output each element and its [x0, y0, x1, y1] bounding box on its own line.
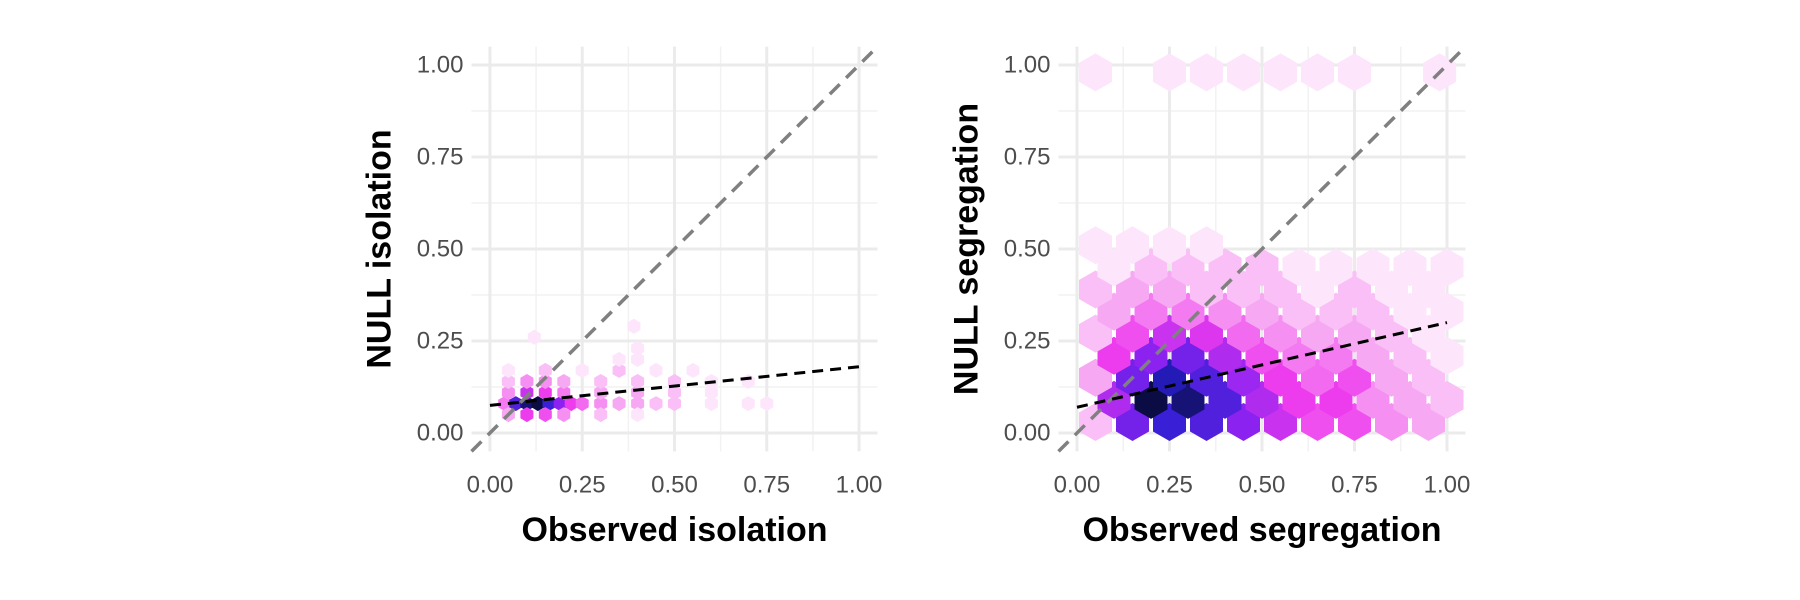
hex-bin [1116, 226, 1149, 265]
hex-bin [1319, 248, 1353, 287]
hex-bin [594, 374, 608, 389]
y-tick-label: 0.75 [417, 143, 464, 170]
hex-bin [627, 318, 641, 334]
y-tick-label: 0.00 [417, 419, 464, 446]
x-tick-label: 0.50 [651, 472, 698, 499]
y-axis-title: NULL isolation [360, 129, 398, 368]
hex-bin [1338, 53, 1371, 92]
hex-bin [520, 374, 534, 389]
x-tick-label: 0.00 [467, 472, 514, 499]
hex-bin [631, 396, 645, 412]
y-tick-label: 0.50 [1004, 235, 1051, 262]
hex-bin [704, 396, 718, 412]
hex-bin [501, 362, 515, 378]
x-axis-title: Observed segregation [1082, 511, 1441, 549]
hex-bin [538, 407, 552, 423]
hex-bin [1356, 248, 1390, 287]
hex-bin [760, 396, 774, 412]
hex-bin [649, 396, 663, 412]
hex-bin [631, 340, 645, 356]
hex-bin [538, 374, 552, 389]
hex-bin [594, 396, 608, 412]
hex-bin [612, 351, 626, 367]
hex-bin [1264, 53, 1297, 92]
hex-bin [1282, 248, 1316, 287]
y-tick-label: 0.00 [1004, 419, 1051, 446]
y-tick-label: 1.00 [1004, 51, 1051, 78]
hex-bin [704, 385, 718, 400]
y-tick-label: 1.00 [417, 51, 464, 78]
y-tick-label: 0.25 [1004, 327, 1051, 354]
hex-bin [557, 407, 571, 423]
hex-bin [686, 362, 700, 378]
hex-bin [1430, 248, 1464, 287]
y-tick-label: 0.75 [1004, 143, 1051, 170]
hexes [498, 318, 774, 423]
hex-bin [649, 362, 663, 378]
hex-bin [631, 407, 645, 423]
x-tick-label: 0.50 [1239, 472, 1286, 499]
hex-bin [520, 385, 534, 400]
hex-bin [612, 396, 626, 412]
hex-bin [501, 374, 515, 389]
x-tick-label: 0.75 [1331, 472, 1378, 499]
hex-bin [501, 385, 515, 400]
hex-bin [1393, 248, 1427, 287]
hex-bin [1153, 53, 1186, 92]
y-axis-title: NULL segregation [947, 103, 985, 395]
hex-bin [575, 396, 589, 412]
hex-bin [498, 396, 512, 412]
fit-line [1076, 321, 1448, 409]
hex-bin [527, 329, 541, 345]
hex-bin [1227, 53, 1260, 92]
y-tick-label: 0.50 [417, 235, 464, 262]
hex-bin [557, 374, 571, 389]
hex-bin [1301, 53, 1334, 92]
x-tick-label: 1.00 [836, 472, 883, 499]
identity-line [1057, 45, 1467, 453]
hex-bin [1079, 226, 1112, 265]
hex-bin [553, 396, 567, 412]
hex-bin [668, 385, 681, 400]
hex-bin [594, 407, 608, 423]
hexes [1079, 53, 1464, 441]
hex-bin [1153, 226, 1186, 265]
identity-line [470, 45, 879, 453]
hex-bin [631, 374, 645, 389]
hex-bin [668, 396, 681, 412]
hex-bin [1079, 53, 1112, 92]
hex-bin [564, 396, 578, 412]
hex-bin [538, 385, 552, 400]
hex-bin [741, 396, 755, 412]
hex-bin [1245, 248, 1279, 287]
hex-bin [612, 362, 626, 378]
hex-bin [1190, 226, 1223, 265]
hex-bin [538, 362, 552, 378]
hex-bin [1190, 53, 1223, 92]
x-tick-label: 1.00 [1424, 472, 1471, 499]
x-tick-label: 0.00 [1054, 472, 1101, 499]
x-tick-label: 0.75 [743, 472, 790, 499]
hex-bin [520, 407, 534, 423]
x-tick-label: 0.25 [559, 472, 606, 499]
x-axis-title: Observed isolation [521, 511, 827, 549]
hex-bin [575, 362, 589, 378]
hex-bin [631, 351, 645, 367]
fit-line [489, 365, 860, 407]
x-tick-label: 0.25 [1146, 472, 1193, 499]
y-tick-label: 0.25 [417, 327, 464, 354]
